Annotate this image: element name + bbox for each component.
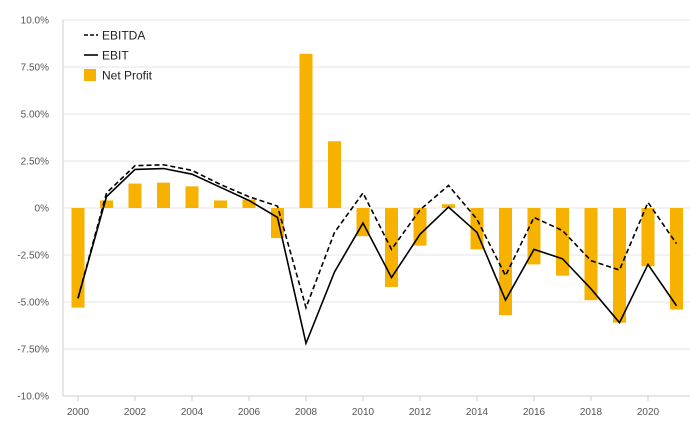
bar-net-profit	[641, 208, 655, 267]
bar-net-profit	[584, 208, 598, 301]
y-tick-label: -7.50%	[17, 345, 49, 356]
x-tick-label: 2010	[352, 407, 375, 418]
bar-layer	[71, 53, 683, 323]
x-tick-label: 2006	[238, 407, 261, 418]
bar-net-profit	[185, 186, 199, 208]
bar-net-profit	[242, 199, 256, 208]
bar-net-profit	[71, 208, 85, 308]
bar-net-profit	[128, 183, 142, 208]
bar-net-profit	[299, 53, 313, 209]
bar-net-profit	[499, 208, 512, 316]
bar-net-profit	[556, 208, 569, 276]
x-tick-label: 2012	[409, 407, 432, 418]
line-ebitda	[77, 163, 678, 311]
x-tick-label: 2018	[580, 407, 603, 418]
bar-net-profit	[413, 208, 427, 246]
bar-net-profit	[214, 200, 227, 208]
x-tick-label: 2000	[67, 407, 90, 418]
line-layer	[77, 163, 678, 347]
y-tick-label: 5.00%	[21, 110, 49, 121]
line-ebit	[77, 167, 678, 347]
y-tick-label: 10.0%	[21, 16, 49, 27]
axis-layer: 10.0% 7.50% 5.00% 2.50% 0% -2.50% -5.00% -7.50%…	[17, 16, 690, 418]
bar-net-profit	[328, 141, 341, 208]
x-tick-label: 2004	[181, 407, 204, 418]
legend-swatch-net-profit	[84, 69, 96, 81]
bar-net-profit	[613, 208, 626, 323]
bar-net-profit	[100, 200, 113, 208]
x-tick-label: 2008	[295, 407, 318, 418]
legend: EBITDA EBIT Net Profit	[84, 29, 153, 83]
legend-label-ebitda: EBITDA	[102, 29, 145, 43]
y-tick-label: -5.00%	[17, 298, 49, 309]
bar-net-profit	[670, 208, 683, 310]
x-tick-label: 2002	[124, 407, 147, 418]
y-tick-label: 7.50%	[21, 63, 49, 74]
legend-label-ebit: EBIT	[102, 49, 129, 63]
y-tick-label: -10.0%	[17, 392, 49, 403]
y-tick-label: 0%	[35, 204, 50, 215]
bar-net-profit	[385, 208, 398, 287]
y-tick-label: -2.50%	[17, 251, 49, 262]
legend-label-net-profit: Net Profit	[102, 69, 153, 83]
x-tick-label: 2014	[466, 407, 489, 418]
x-tick-label: 2016	[523, 407, 546, 418]
bar-net-profit	[157, 182, 170, 208]
y-tick-label: 2.50%	[21, 157, 49, 168]
x-tick-label: 2020	[637, 407, 660, 418]
